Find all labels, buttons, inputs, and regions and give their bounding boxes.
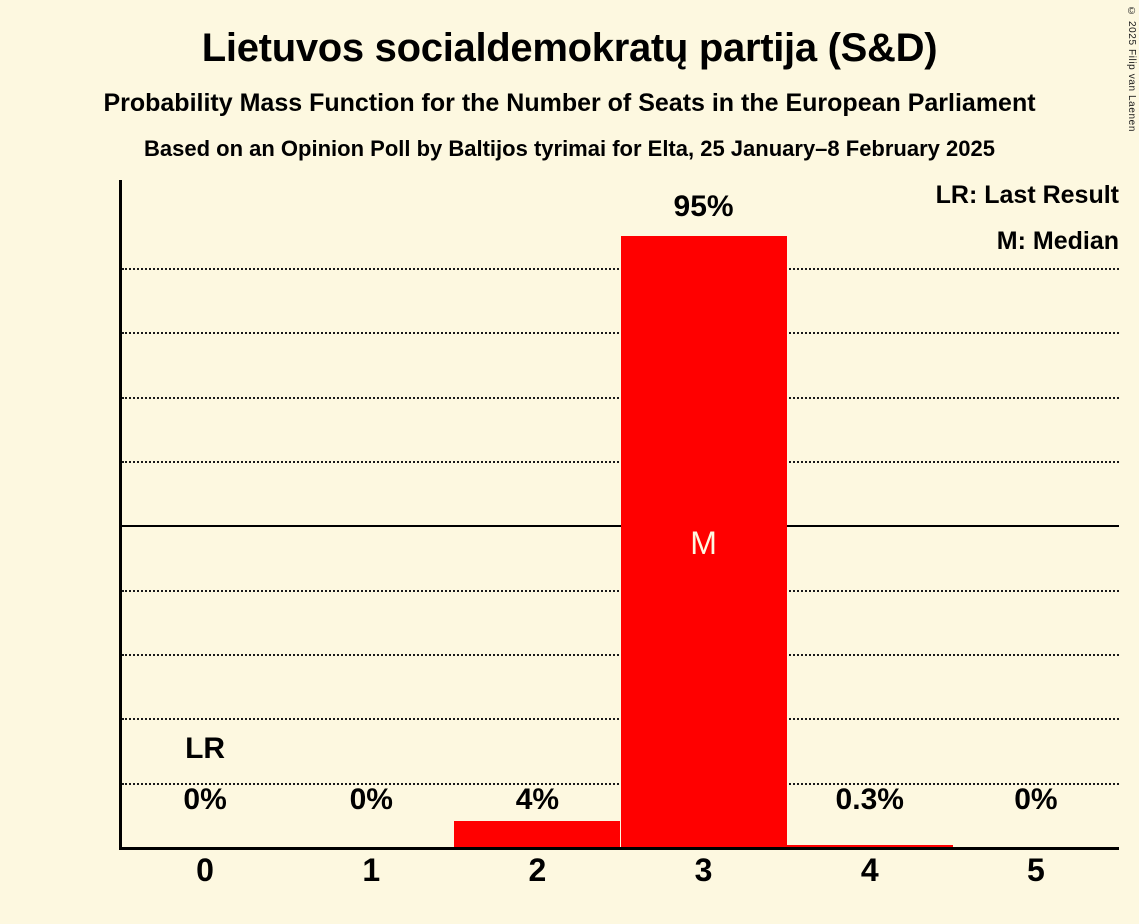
bar-value-label-seat-5: 0% bbox=[1014, 783, 1058, 816]
x-tick-label-1: 1 bbox=[362, 852, 381, 888]
chart-header: Lietuvos socialdemokratų partija (S&D) P… bbox=[0, 0, 1139, 160]
x-tick-label-4: 4 bbox=[860, 852, 879, 888]
bar-seat-3: M bbox=[620, 236, 787, 847]
median-marker: M bbox=[690, 525, 717, 561]
y-axis-line bbox=[119, 180, 122, 847]
bar-seat-2 bbox=[454, 821, 621, 847]
bar-value-label-seat-0: 0% bbox=[183, 783, 227, 816]
bar-value-label-seat-1: 0% bbox=[349, 783, 393, 816]
x-tick-label-5: 5 bbox=[1027, 852, 1045, 888]
chart-subtitle: Probability Mass Function for the Number… bbox=[103, 89, 1036, 117]
chart-source-line: Based on an Opinion Poll by Baltijos tyr… bbox=[144, 136, 995, 161]
bar-value-label-seat-4: 0.3% bbox=[835, 783, 904, 816]
x-axis-line bbox=[119, 847, 1119, 850]
page-title: Lietuvos socialdemokratų partija (S&D) bbox=[201, 26, 938, 70]
legend-last-result: LR: Last Result bbox=[935, 181, 1119, 209]
bar-value-label-seat-3: 95% bbox=[673, 190, 734, 223]
last-result-marker: LR bbox=[185, 732, 226, 765]
x-tick-label-3: 3 bbox=[694, 852, 713, 888]
bar-seat-4 bbox=[786, 845, 953, 847]
x-tick-label-2: 2 bbox=[528, 852, 547, 888]
copyright-notice: © 2025 Filip van Laenen bbox=[1126, 6, 1137, 132]
legend-median: M: Median bbox=[996, 227, 1119, 255]
x-tick-label-0: 0 bbox=[196, 852, 214, 888]
chart-legend: LR: Last Result M: Median bbox=[936, 183, 1119, 254]
bar-value-label-seat-2: 4% bbox=[515, 783, 560, 816]
